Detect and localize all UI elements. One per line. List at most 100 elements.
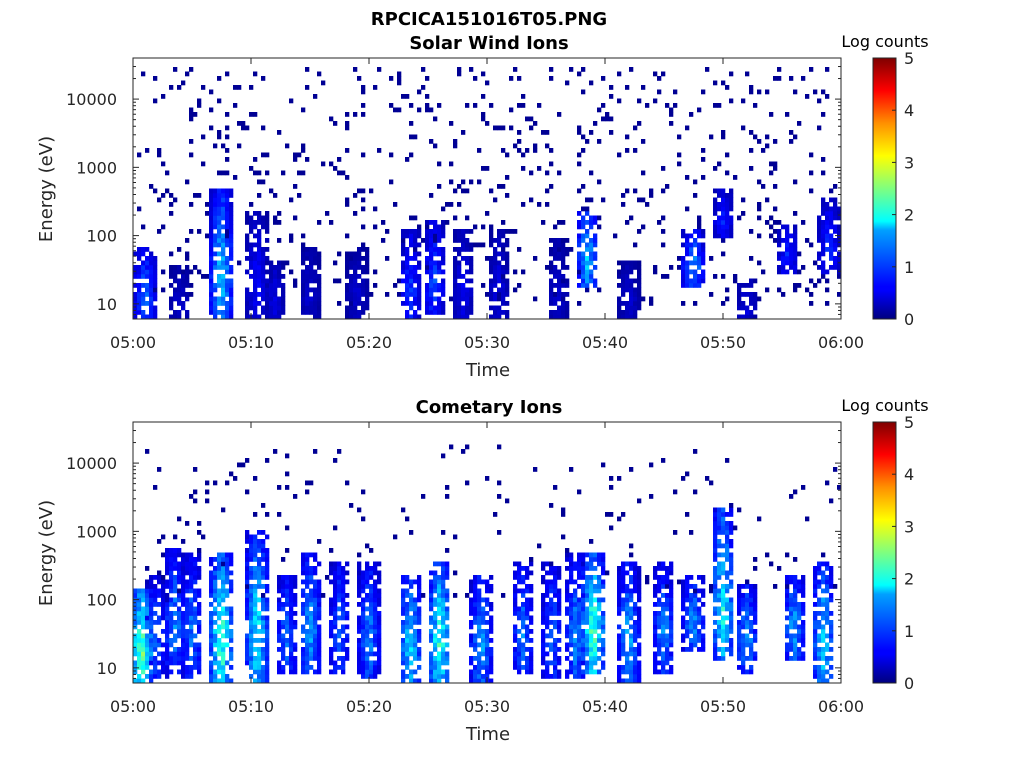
heatmap-cell — [685, 175, 690, 180]
heatmap-cell — [469, 642, 474, 648]
heatmap-cell — [341, 575, 346, 580]
heatmap-cell — [313, 651, 318, 657]
heatmap-cell — [697, 265, 702, 270]
heatmap-cell — [333, 647, 338, 652]
heatmap-cell — [637, 615, 642, 621]
heatmap-cell — [621, 265, 626, 270]
heatmap-cell — [345, 287, 350, 293]
heatmap-cell — [505, 260, 510, 266]
heatmap-cell — [477, 179, 482, 185]
heatmap-cell — [617, 593, 622, 598]
heatmap-cell — [785, 242, 790, 248]
heatmap-cell — [725, 539, 730, 544]
heatmap-cell — [545, 579, 550, 585]
heatmap-cell — [161, 642, 166, 648]
heatmap-cell — [661, 611, 666, 616]
heatmap-cell — [697, 220, 702, 225]
heatmap-cell — [401, 602, 406, 607]
heatmap-cell — [465, 260, 470, 266]
heatmap-cell — [277, 579, 282, 585]
heatmap-cell — [137, 283, 142, 288]
heatmap-cell — [261, 292, 266, 297]
heatmap-cell — [357, 665, 362, 670]
heatmap-cell — [197, 651, 202, 657]
heatmap-cell — [497, 530, 502, 535]
heatmap-cell — [141, 611, 146, 616]
heatmap-cell — [221, 642, 226, 648]
heatmap-cell — [281, 602, 286, 607]
heatmap-cell — [361, 85, 366, 90]
heatmap-cell — [149, 584, 154, 589]
heatmap-cell — [713, 233, 718, 239]
heatmap-cell — [141, 656, 146, 661]
heatmap-cell — [429, 651, 434, 657]
heatmap-cell — [513, 588, 518, 594]
heatmap-cell — [677, 579, 682, 585]
heatmap-cell — [609, 485, 614, 490]
heatmap-cell — [685, 125, 690, 131]
heatmap-cell — [725, 552, 730, 558]
heatmap-cell — [753, 611, 758, 616]
heatmap-cell — [549, 314, 554, 320]
heatmap-cell — [313, 602, 318, 607]
heatmap-cell — [821, 597, 826, 603]
heatmap-cell — [305, 620, 310, 625]
heatmap-cell — [445, 575, 450, 580]
heatmap-cell — [829, 233, 834, 239]
heatmap-cell — [721, 543, 726, 549]
heatmap-cell — [713, 647, 718, 652]
heatmap-cell — [405, 629, 410, 634]
heatmap-cell — [693, 301, 698, 306]
heatmap-cell — [729, 202, 734, 207]
heatmap-cell — [469, 588, 474, 594]
heatmap-cell — [793, 229, 798, 234]
heatmap-cell — [373, 579, 378, 585]
heatmap-cell — [617, 314, 622, 320]
heatmap-cell — [429, 629, 434, 634]
heatmap-cell — [377, 629, 382, 634]
heatmap-cell — [713, 521, 718, 526]
heatmap-cell — [365, 256, 370, 261]
heatmap-cell — [529, 197, 534, 203]
heatmap-cell — [569, 602, 574, 607]
heatmap-cell — [309, 287, 314, 293]
heatmap-cell — [825, 611, 830, 616]
colorbar-tick-label: 3 — [904, 153, 914, 172]
heatmap-cell — [365, 260, 370, 266]
heatmap-cell — [157, 575, 162, 580]
heatmap-cell — [221, 211, 226, 216]
colorbar-tick-label: 1 — [904, 622, 914, 641]
heatmap-cell — [433, 224, 438, 230]
heatmap-cell — [437, 224, 442, 230]
heatmap-cell — [597, 620, 602, 625]
heatmap-cell — [177, 278, 182, 284]
heatmap-cell — [785, 238, 790, 243]
heatmap-cell — [153, 597, 158, 603]
heatmap-cell — [309, 305, 314, 311]
heatmap-cell — [817, 98, 822, 104]
heatmap-cell — [209, 611, 214, 616]
heatmap-cell — [465, 480, 470, 486]
heatmap-cell — [597, 624, 602, 630]
heatmap-cell — [429, 606, 434, 612]
heatmap-cell — [557, 566, 562, 571]
heatmap-cell — [365, 561, 370, 567]
heatmap-cell — [341, 611, 346, 616]
heatmap-cell — [577, 211, 582, 216]
heatmap-cell — [225, 588, 230, 594]
heatmap-cell — [801, 638, 806, 643]
heatmap-cell — [229, 678, 234, 684]
heatmap-cell — [237, 462, 242, 468]
heatmap-cell — [357, 570, 362, 576]
heatmap-cell — [581, 561, 586, 567]
heatmap-cell — [365, 287, 370, 293]
heatmap-cell — [197, 665, 202, 670]
heatmap-cell — [133, 269, 138, 275]
heatmap-cell — [253, 534, 258, 540]
heatmap-cell — [365, 620, 370, 625]
heatmap-cell — [445, 570, 450, 576]
heatmap-cell — [629, 674, 634, 679]
heatmap-cell — [741, 660, 746, 666]
heatmap-cell — [265, 633, 270, 639]
heatmap-cell — [813, 656, 818, 661]
